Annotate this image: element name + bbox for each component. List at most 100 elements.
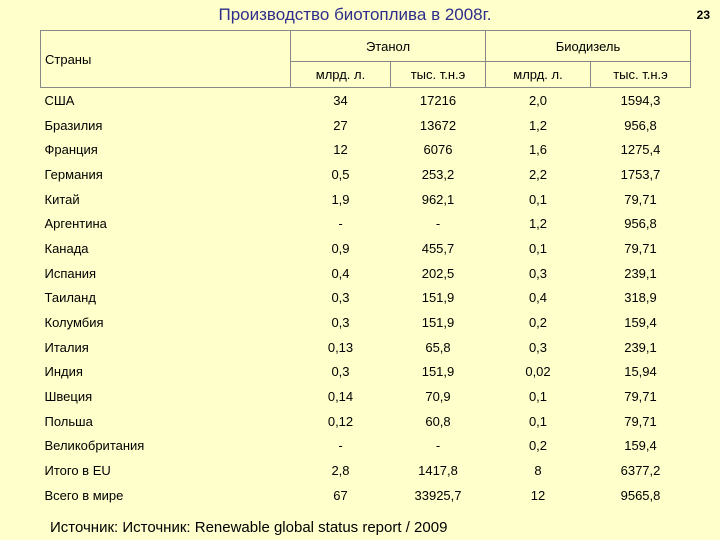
value-cell: 455,7 <box>421 240 455 256</box>
value-cell: 159,4 <box>624 315 657 331</box>
header-cell: Биодизель <box>485 30 691 62</box>
country-cell: Германия <box>44 166 103 182</box>
value-cell: 8 <box>534 463 542 479</box>
table-row: Всего в мире 67 33925,7 12 9565,8 <box>41 483 691 508</box>
table-row: Великобритания - - 0,2 159,4 <box>41 434 691 459</box>
value-cell: 12 <box>530 487 546 503</box>
table-row: Аргентина - - 1,2 956,8 <box>41 211 691 236</box>
value-cell: 1417,8 <box>418 463 458 479</box>
table-row: Китай 1,9 962,1 0,1 79,71 <box>41 187 691 212</box>
value-cell: 962,1 <box>421 191 455 207</box>
country-cell: Польша <box>44 413 93 429</box>
value-cell: 17216 <box>419 92 457 108</box>
value-cell: 2,2 <box>528 166 548 182</box>
country-cell: Всего в мире <box>44 487 124 503</box>
table-row: Германия 0,5 253,2 2,2 1753,7 <box>41 162 691 187</box>
header-cell: тыс. т.н.э <box>390 61 486 88</box>
header-cell: Этанол <box>290 30 486 62</box>
value-cell: 202,5 <box>421 265 455 281</box>
value-cell: 159,4 <box>624 438 657 454</box>
header-row: млрд. л. тыс. т.н.э млрд. л. тыс. т.н.э <box>41 61 691 88</box>
value-cell: - <box>435 438 441 454</box>
value-cell: 0,1 <box>528 240 548 256</box>
table-row: Итого в EU 2,8 1417,8 8 6377,2 <box>41 458 691 483</box>
value-cell: 79,71 <box>624 389 657 405</box>
value-cell: 0,2 <box>528 438 548 454</box>
table-row: Франция 12 6076 1,6 1275,4 <box>41 137 691 162</box>
value-cell: 15,94 <box>624 364 657 380</box>
header-cell: тыс. т.н.э <box>590 61 691 88</box>
country-cell: Италия <box>44 339 89 355</box>
value-cell: 239,1 <box>624 339 657 355</box>
value-cell: 956,8 <box>624 117 657 133</box>
value-cell: - <box>338 438 343 454</box>
header-cell: млрд. л. <box>290 61 391 88</box>
table-row: Индия 0,3 151,9 0,02 15,94 <box>41 360 691 385</box>
value-cell: 0,1 <box>528 191 548 207</box>
country-cell: Итого в EU <box>44 463 111 479</box>
value-cell: 79,71 <box>624 191 657 207</box>
table-row: Канада 0,9 455,7 0,1 79,71 <box>41 236 691 261</box>
table-row: Италия 0,13 65,8 0,3 239,1 <box>41 335 691 360</box>
value-cell: 151,9 <box>421 315 455 331</box>
value-cell: 1,2 <box>528 216 548 232</box>
value-cell: 0,3 <box>331 364 350 380</box>
value-cell: 0,2 <box>528 315 548 331</box>
country-cell: США <box>44 92 75 108</box>
country-cell: Аргентина <box>44 216 107 232</box>
country-cell: Великобритания <box>44 438 145 454</box>
value-cell: 318,9 <box>624 290 657 306</box>
value-cell: 151,9 <box>421 290 455 306</box>
header-cell: млрд. л. <box>485 61 591 88</box>
value-cell: 0,3 <box>528 339 548 355</box>
table-row: Польша 0,12 60,8 0,1 79,71 <box>41 409 691 434</box>
country-cell: Швеция <box>44 389 93 405</box>
country-cell: Бразилия <box>44 117 103 133</box>
value-cell: 79,71 <box>624 413 657 429</box>
value-cell: 2,8 <box>331 463 350 479</box>
value-cell: 0,4 <box>331 265 350 281</box>
value-cell: 0,02 <box>525 364 551 380</box>
table-row: Швеция 0,14 70,9 0,1 79,71 <box>41 384 691 409</box>
table: Страны Этанол Биодизель млрд. л. тыс. т.… <box>40 30 691 508</box>
value-cell: - <box>338 216 343 232</box>
value-cell: 0,4 <box>528 290 548 306</box>
value-cell: 0,9 <box>331 240 350 256</box>
value-cell: 1,9 <box>331 191 350 207</box>
value-cell: 1,6 <box>528 142 548 158</box>
value-cell: 253,2 <box>421 166 455 182</box>
country-cell: Китай <box>44 191 80 207</box>
value-cell: 67 <box>333 487 348 503</box>
value-cell: 0,12 <box>327 413 354 429</box>
value-cell: 0,3 <box>528 265 548 281</box>
page-number: 23 <box>696 8 710 22</box>
table-row: Колумбия 0,3 151,9 0,2 159,4 <box>41 310 691 335</box>
value-cell: 956,8 <box>624 216 657 232</box>
value-cell: 9565,8 <box>620 487 661 503</box>
table-row: США 34 17216 2,0 1594,3 <box>41 88 691 113</box>
table-row: Испания 0,4 202,5 0,3 239,1 <box>41 261 691 286</box>
value-cell: 239,1 <box>624 265 657 281</box>
value-cell: 0,14 <box>327 389 354 405</box>
value-cell: 151,9 <box>421 364 455 380</box>
country-cell: Испания <box>44 265 97 281</box>
value-cell: 6076 <box>423 142 453 158</box>
value-cell: 27 <box>333 117 348 133</box>
value-cell: 1,2 <box>528 117 548 133</box>
table-row: Таиланд 0,3 151,9 0,4 318,9 <box>41 286 691 311</box>
value-cell: 0,13 <box>327 339 354 355</box>
value-cell: 33925,7 <box>414 487 462 503</box>
value-cell: 70,9 <box>425 389 451 405</box>
value-cell: 2,0 <box>528 92 548 108</box>
value-cell: 13672 <box>419 117 457 133</box>
header-cell: Страны <box>40 30 291 88</box>
value-cell: 79,71 <box>624 240 657 256</box>
value-cell: 65,8 <box>425 339 451 355</box>
value-cell: 34 <box>333 92 348 108</box>
value-cell: 0,3 <box>331 315 350 331</box>
table-row: Бразилия 27 13672 1,2 956,8 <box>41 113 691 138</box>
country-cell: Франция <box>44 142 98 158</box>
value-cell: 1275,4 <box>620 142 661 158</box>
title: Производство биотоплива в 2008г. <box>218 5 492 24</box>
